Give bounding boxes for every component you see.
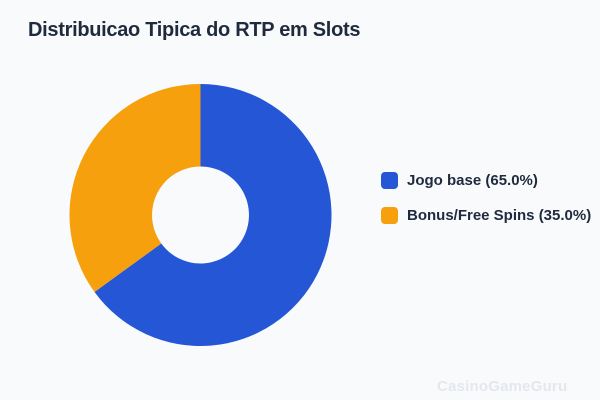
legend-item-jogo-base: Jogo base (65.0%) (381, 172, 591, 189)
legend-label-jogo-base: Jogo base (65.0%) (407, 172, 538, 189)
pie-slice-bonus-free-spins (69, 84, 201, 292)
pie-slice-jogo-base (94, 84, 332, 346)
legend-swatch-jogo-base (381, 172, 398, 189)
watermark: CasinoGameGuru (437, 378, 568, 395)
legend-label-bonus-free-spins: Bonus/Free Spins (35.0%) (407, 207, 592, 224)
chart-title: Distribuicao Tipica do RTP em Slots (28, 19, 361, 41)
legend-swatch-bonus-free-spins (381, 207, 398, 224)
legend: Jogo base (65.0%) Bonus/Free Spins (35.0… (381, 172, 591, 224)
legend-item-bonus-free-spins: Bonus/Free Spins (35.0%) (381, 207, 591, 224)
